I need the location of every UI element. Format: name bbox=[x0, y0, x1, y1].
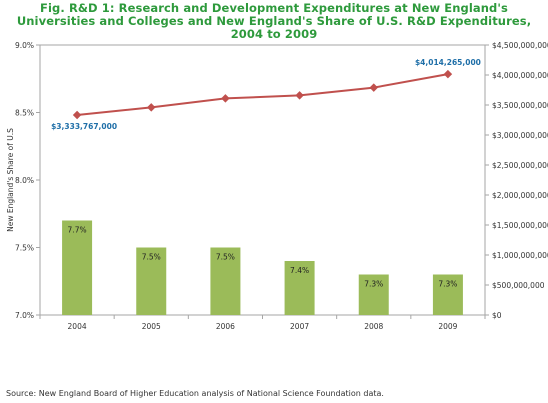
left-axis-title: New England's Share of U.S bbox=[6, 128, 15, 232]
line-point-marker bbox=[369, 83, 378, 92]
chart-title: Fig. R&D 1: Research and Development Exp… bbox=[0, 2, 548, 41]
line-point-marker bbox=[147, 103, 156, 112]
left-axis-tick-label: 8.0% bbox=[15, 176, 34, 185]
x-axis-tick-label: 2007 bbox=[290, 322, 309, 331]
left-axis-tick-label: 8.5% bbox=[15, 109, 34, 118]
x-axis-tick-label: 2006 bbox=[216, 322, 235, 331]
bar bbox=[284, 261, 315, 315]
right-axis-tick-label: $4,500,000,000 bbox=[492, 41, 548, 50]
bar bbox=[358, 274, 389, 315]
chart-title-line-3: 2004 to 2009 bbox=[230, 27, 318, 41]
line-series bbox=[76, 73, 449, 116]
line-point-label: $4,014,265,000 bbox=[415, 58, 481, 67]
source-note: Source: New England Board of Higher Educ… bbox=[6, 389, 384, 398]
bar-value-label: 7.7% bbox=[68, 226, 87, 235]
right-axis-tick-label: $500,000,000 bbox=[492, 281, 545, 290]
line-point-label: $3,333,767,000 bbox=[51, 122, 117, 131]
x-axis-tick-label: 2004 bbox=[68, 322, 87, 331]
right-axis-tick-label: $1,000,000,000 bbox=[492, 251, 548, 260]
bar bbox=[432, 274, 463, 315]
bar bbox=[210, 247, 241, 315]
chart-title-line-2: Universities and Colleges and New Englan… bbox=[16, 14, 532, 28]
right-axis-tick-label: $0 bbox=[492, 311, 502, 320]
bar-value-label: 7.5% bbox=[142, 253, 161, 262]
x-axis-tick-label: 2008 bbox=[364, 322, 383, 331]
bar bbox=[62, 220, 93, 315]
bar-value-label: 7.4% bbox=[290, 266, 309, 275]
x-axis-tick-label: 2005 bbox=[142, 322, 161, 331]
line-point-marker bbox=[221, 94, 230, 103]
plot-area-frame bbox=[39, 44, 486, 316]
line-point-marker bbox=[443, 69, 453, 79]
chart-title-line-1: Fig. R&D 1: Research and Development Exp… bbox=[40, 1, 508, 15]
left-axis-tick-label: 7.5% bbox=[15, 244, 34, 253]
right-axis-tick-label: $1,500,000,000 bbox=[492, 221, 548, 230]
line-point-marker bbox=[72, 110, 82, 120]
bar-value-label: 7.5% bbox=[216, 253, 235, 262]
right-axis-tick-label: $4,000,000,000 bbox=[492, 71, 548, 80]
right-axis-tick-label: $2,000,000,000 bbox=[492, 191, 548, 200]
left-axis-tick-label: 7.0% bbox=[15, 311, 34, 320]
line-point-marker bbox=[295, 91, 304, 100]
bar bbox=[136, 247, 167, 315]
bar-value-label: 7.3% bbox=[438, 280, 457, 289]
right-axis-tick-label: $2,500,000,000 bbox=[492, 161, 548, 170]
x-axis-tick-label: 2009 bbox=[438, 322, 457, 331]
right-axis-tick-label: $3,500,000,000 bbox=[492, 101, 548, 110]
bar-value-label: 7.3% bbox=[364, 280, 383, 289]
left-axis-tick-label: 9.0% bbox=[15, 41, 34, 50]
right-axis-tick-label: $3,000,000,000 bbox=[492, 131, 548, 140]
